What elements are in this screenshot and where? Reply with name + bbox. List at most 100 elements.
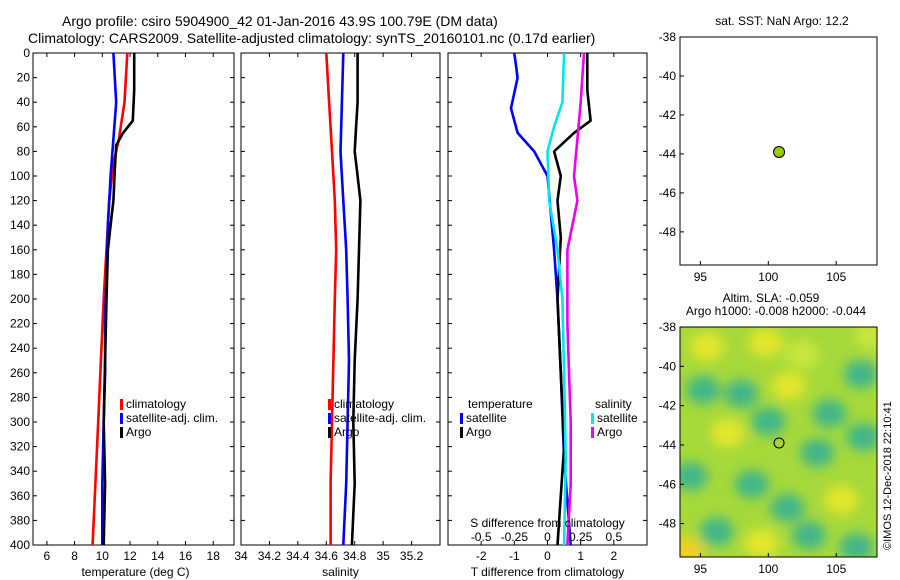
sst_map-ytick-label: -38 [659,30,677,44]
sla-blob [690,332,725,361]
depth-tick-label: 180 [10,267,30,281]
figure-title-line1: Argo profile: csiro 5904900_42 01-Jan-20… [62,13,498,29]
sla-blob [680,462,708,491]
difference-xtick-label: -1 [509,549,520,563]
sla_map-ytick-label: -48 [659,517,677,531]
salinity-xtick-label: 34.6 [315,549,339,563]
temperature-xtick-label: 10 [96,549,110,563]
sla-blob [846,423,877,452]
depth-tick-label: 300 [10,415,30,429]
difference-xtick-label: -2 [476,549,487,563]
depth-tick-label: 320 [10,440,30,454]
sla-blob [680,537,704,557]
sla_map-ytick-label: -42 [659,399,677,413]
depth-tick-label: 80 [17,144,31,158]
difference-top-xlabel: S difference from climatology [470,516,625,530]
salinity-legend-swatch [328,413,331,424]
sla-blob [699,517,734,546]
depth-tick-label: 40 [17,95,31,109]
temperature-xtick-label: 18 [207,549,221,563]
sla_map-xtick-label: 105 [826,562,846,576]
difference-legend-title-right: salinity [595,397,632,411]
salinity-xtick-label: 34 [234,549,248,563]
difference-legend-title-left: temperature [468,397,533,411]
sla-blob [824,485,859,514]
depth-tick-label: 360 [10,489,30,503]
sla-blob [839,533,874,557]
argo-location-marker [773,437,785,449]
sst_map-ytick-label: -44 [659,147,677,161]
sst-map-title: sat. SST: NaN Argo: 12.2 [715,14,849,28]
difference-xlabel: T difference from climatology [471,565,625,579]
salinity-xtick-label: 35 [376,549,390,563]
sla-blob [744,529,779,557]
sla-blob [854,327,877,349]
temperature-axes-frame [32,52,235,546]
depth-tick-label: 240 [10,341,30,355]
salinity-xtick-label: 34.8 [343,549,367,563]
depth-tick-label: 380 [10,513,30,527]
sla_map-ytick-label: -38 [659,320,677,334]
temperature-legend-swatch [120,399,123,410]
difference-series-argo [552,53,592,546]
salinity-legend-label: Argo [334,425,360,439]
sst_map-ytick-label: -42 [659,108,677,122]
sst-map-panel: -38 -40 -42 -44 -46 -48 95 100 105 sat. SST: NaN … [659,14,878,284]
depth-tick-label: 140 [10,218,30,232]
difference-xtick-label: 0 [544,549,551,563]
salinity-legend-label: climatology [334,397,394,411]
temperature-legend-swatch [120,413,123,424]
difference-top-tick-label: 0 [544,530,551,544]
difference-top-tick-label: 0.25 [569,530,593,544]
difference-legend-swatch [460,413,463,424]
difference-series-sal_satellite [546,52,567,546]
sla_map-xtick-label: 95 [694,562,708,576]
sst_map-frame [679,36,878,266]
salinity-profile-panel: 34 34.2 34.4 34.6 34.8 35 35.2 salinity climatol… [234,52,441,579]
sla-blob [748,328,783,357]
difference-legend-label: satellite [466,411,507,425]
sst_map-xtick-label: 105 [826,270,846,284]
sst_map-ytick-label: -48 [659,225,677,239]
depth-tick-label: 120 [10,194,30,208]
temperature-profile-panel: 0 20 40 60 80 100 120 140 160 180 200 220 240 260 280 3… [10,46,235,579]
sla-map-panel: -38 -40 -42 -44 -46 -48 95 100 105 Altim. SLA: -0… [659,291,878,576]
sla-blob [770,493,805,522]
temperature-legend-label: satellite-adj. clim. [126,411,218,425]
sla-blob [771,371,806,400]
difference-xtick-label: 2 [610,549,617,563]
sst_map-xtick-label: 100 [758,270,778,284]
salinity-series-argo [350,53,362,546]
sla-blob [812,399,847,428]
sla-blob [686,375,721,404]
difference-profile-panel: -2 -1 0 1 2 T difference from climatology S di… [447,52,648,579]
temperature-legend-swatch [120,427,123,438]
difference-legend-swatch [591,413,594,424]
sla-blob [843,360,877,389]
sla-blob [751,407,786,436]
difference-legend-swatch [460,427,463,438]
temperature-legend-label: climatology [126,397,186,411]
sla-map-title: Altim. SLA: -0.059 [723,291,820,305]
sla-map-subtitle: Argo h1000: -0.008 h2000: -0.044 [686,304,866,318]
difference-top-tick-label: -0.5 [471,530,492,544]
difference-xtick-label: 1 [577,549,584,563]
temperature-xtick-label: 12 [123,549,137,563]
temperature-series-argo [102,53,136,546]
sla-blob [735,470,770,499]
sla_map-frame [679,326,878,558]
sla_map-xtick-label: 100 [758,562,778,576]
sla-blob [724,379,759,408]
depth-tick-label: 160 [10,243,30,257]
difference-axes-frame [447,52,648,546]
sla-blob [785,340,820,369]
temperature-xtick-label: 6 [44,549,51,563]
depth-tick-label: 260 [10,366,30,380]
depth-tick-label: 220 [10,317,30,331]
temperature-xtick-label: 14 [151,549,165,563]
depth-tick-label: 0 [23,46,30,60]
difference-series-sal_argo [566,52,586,546]
figure-title-line2: Climatology: CARS2009. Satellite-adjuste… [28,30,595,46]
depth-tick-label: 20 [17,71,31,85]
